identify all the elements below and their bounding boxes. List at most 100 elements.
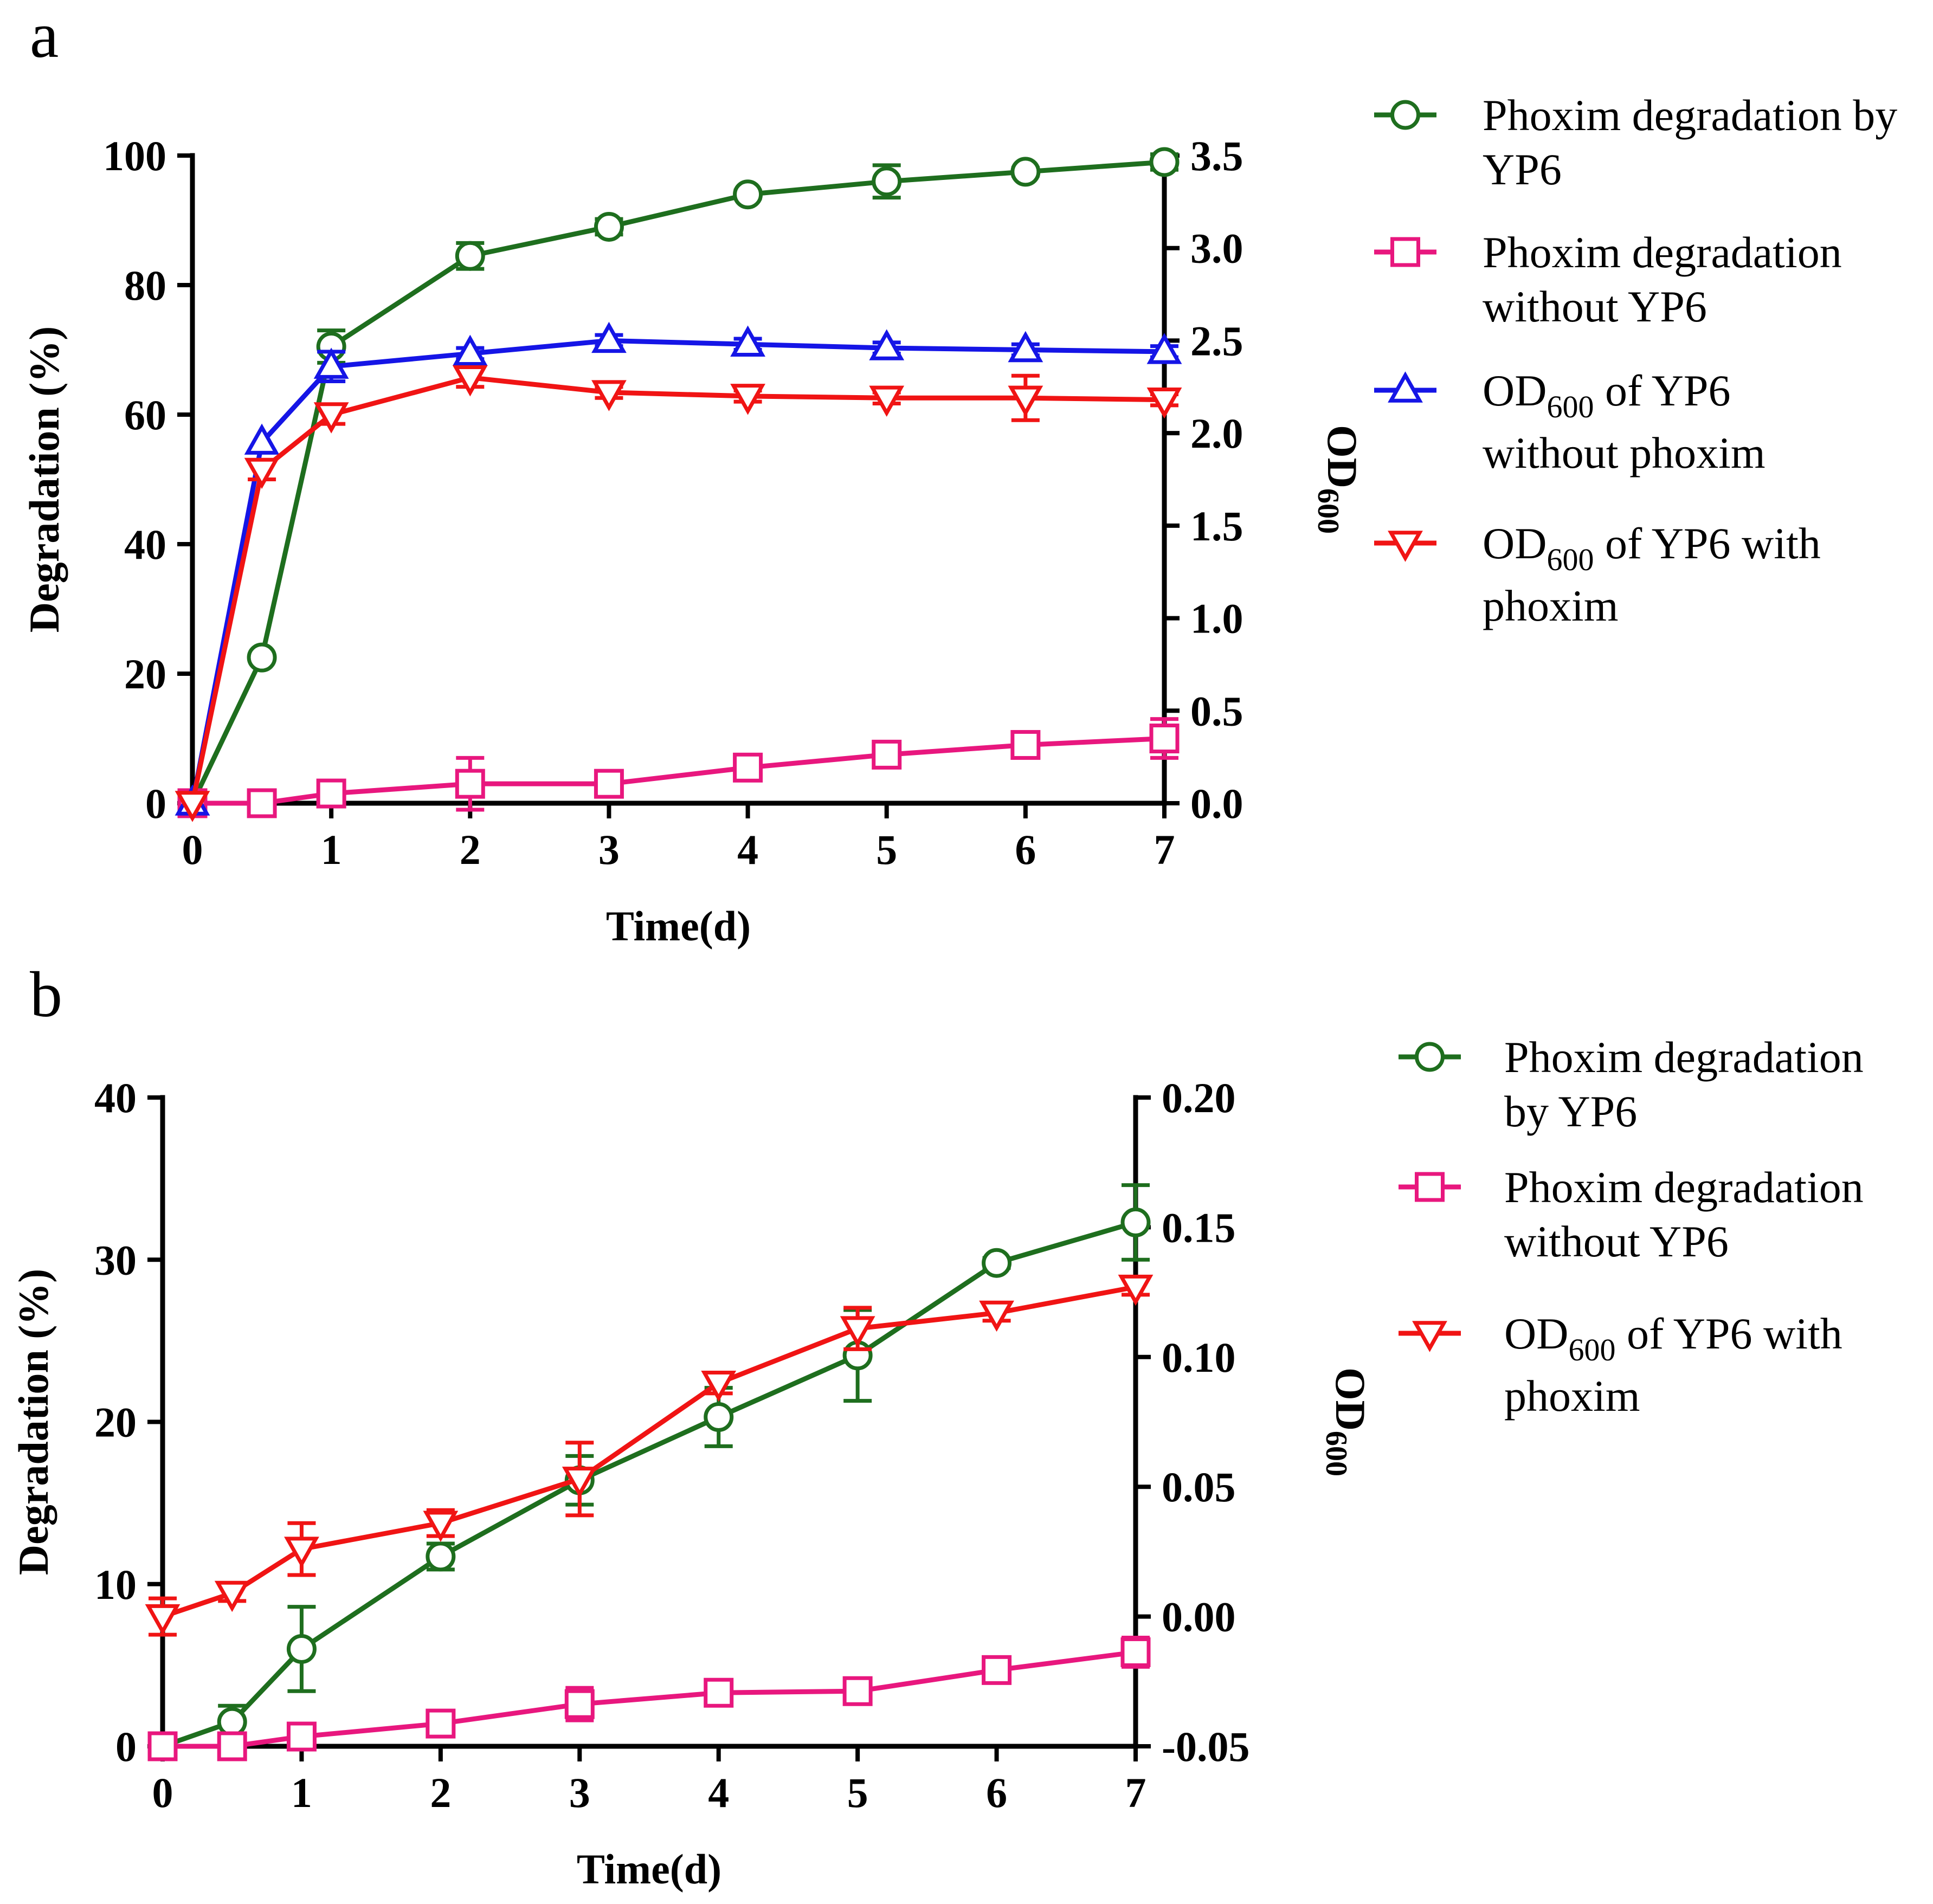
panel-b-chart: b 0 1 2 3 4 5 6 7 0 10 20 30 40 -0.05 0.00 0.05 0.10 0.15 0… [10, 958, 1864, 1893]
data-point [562, 1467, 597, 1498]
y-tick-label-right: 1.5 [1190, 502, 1243, 550]
data-point [175, 791, 210, 822]
data-point [842, 1676, 873, 1706]
x-tick-label: 2 [460, 826, 481, 873]
legend-marker [1390, 100, 1420, 130]
y-tick-label-left: 100 [103, 132, 166, 179]
data-point [1149, 147, 1180, 177]
data-point [1008, 385, 1043, 417]
x-tick-label: 4 [737, 826, 758, 873]
series-2 [147, 1636, 1151, 1761]
data-point [591, 321, 627, 353]
y-tick-label-left: 0 [115, 1723, 137, 1770]
legend-label-line2: without phoxim [1483, 428, 1766, 477]
y-tick-label-right: 0.10 [1162, 1334, 1236, 1381]
data-point [455, 769, 485, 799]
series-line [162, 1285, 1136, 1619]
legend-marker [1415, 1042, 1445, 1072]
y-tick-label-left: 60 [124, 391, 166, 438]
data-point [1146, 387, 1182, 419]
panel-letter: b [30, 958, 62, 1030]
y-tick-label-right: 2.0 [1190, 410, 1243, 457]
data-point [982, 1655, 1012, 1685]
legend-entry-1: Phoxim degradation by YP6 [1399, 1032, 1864, 1136]
x-axis-label: Time(d) [577, 1845, 721, 1893]
legend-label-line2: phoxim [1483, 581, 1619, 630]
y-axis-label-right-subscript: 600 [1319, 1431, 1353, 1476]
y-tick-label-left: 40 [94, 1074, 137, 1121]
legend-label-line2: phoxim [1504, 1371, 1640, 1421]
legend-marker [1415, 1172, 1445, 1202]
legend-label: Phoxim degradation by [1483, 91, 1897, 140]
data-point [1149, 724, 1180, 753]
data-point [1120, 1207, 1151, 1237]
data-point [869, 385, 905, 417]
data-point [426, 1541, 456, 1572]
x-tick-label: 7 [1125, 1769, 1146, 1816]
x-axis-label: Time(d) [606, 902, 751, 950]
y-axis-label-right: OD600 [1311, 425, 1366, 534]
x-tick-label: 0 [182, 826, 203, 873]
legend-label: Phoxim degradation [1504, 1163, 1864, 1212]
x-tick-label: 7 [1154, 826, 1175, 873]
legend-label-rest: of YP6 with [1615, 1309, 1842, 1358]
data-point [426, 1708, 456, 1739]
data-point [1010, 157, 1041, 187]
y-tick-label-right: -0.05 [1162, 1723, 1249, 1770]
data-point [1008, 331, 1043, 363]
x-tick-label: 5 [876, 826, 897, 873]
legend-label-rest: of YP6 [1594, 366, 1730, 415]
legend-label: without YP6 [1483, 282, 1707, 331]
series-2 [177, 717, 1180, 818]
data-point [594, 769, 624, 799]
data-point [284, 1537, 319, 1568]
legend-label: Phoxim degradation [1483, 228, 1842, 277]
y-tick-label-left: 10 [94, 1561, 137, 1608]
legend-marker [1388, 531, 1423, 562]
data-point [313, 402, 349, 434]
data-point [286, 1721, 317, 1752]
data-point [730, 384, 765, 415]
y-axis-label-left: Degradation (%) [21, 326, 68, 632]
y-tick-label-left: 20 [94, 1399, 137, 1446]
legend-label-subscript: 600 [1568, 1332, 1615, 1367]
y-tick-label-left: 30 [94, 1236, 137, 1283]
legend-marker [1390, 237, 1420, 267]
data-point [217, 1731, 247, 1761]
y-tick-label-right: 2.5 [1190, 317, 1243, 364]
data-point [872, 739, 902, 770]
y-tick-label-right: 0.05 [1162, 1463, 1236, 1511]
data-point [979, 1300, 1014, 1332]
x-tick-label: 1 [291, 1769, 312, 1816]
x-tick-label: 2 [430, 1769, 451, 1816]
data-point [594, 211, 624, 242]
series-4 [175, 365, 1182, 822]
data-point [455, 241, 485, 271]
data-point [982, 1248, 1012, 1278]
data-point [145, 1604, 181, 1636]
x-tick-label: 0 [152, 1769, 173, 1816]
panel-a-chart: a 0 1 2 3 4 5 6 7 0 20 40 60 80 100 0.0 0.5 1.0 1.5 2.0 2.5 3… [21, 0, 1897, 950]
data-point [217, 1707, 247, 1737]
series-3 [145, 1274, 1154, 1637]
y-axis-label-right-subscript: 600 [1311, 488, 1345, 534]
x-tick-label: 3 [598, 826, 620, 873]
legend-label: without YP6 [1504, 1217, 1729, 1266]
legend-entry-2: Phoxim degradation without YP6 [1399, 1163, 1864, 1266]
data-point [872, 166, 902, 197]
legend-label: OD600 of YP6 with [1483, 519, 1821, 577]
x-tick-label: 1 [321, 826, 342, 873]
data-point [1118, 1274, 1154, 1306]
data-point [733, 179, 763, 210]
data-point [701, 1370, 737, 1402]
data-point [452, 334, 488, 366]
y-tick-label-right: 3.0 [1190, 225, 1243, 272]
legend-label: by YP6 [1504, 1087, 1637, 1136]
y-tick-label-right: 0.5 [1190, 687, 1243, 734]
series-line [190, 159, 1165, 804]
legend-marker [1388, 371, 1423, 403]
legend-label: OD600 of YP6 [1483, 366, 1731, 424]
